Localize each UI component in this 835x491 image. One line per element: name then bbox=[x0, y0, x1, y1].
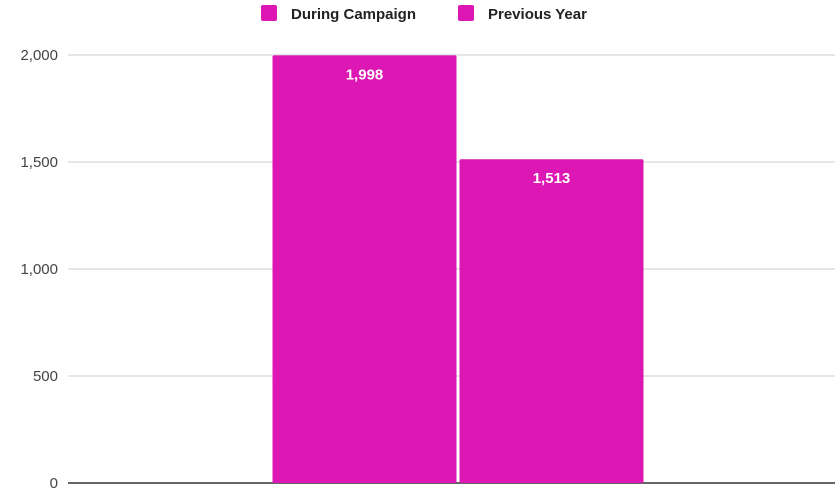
bar-data-label: 1,998 bbox=[346, 66, 384, 83]
y-tick-label: 500 bbox=[33, 368, 58, 385]
y-tick-label: 2,000 bbox=[20, 47, 58, 64]
legend-label: Previous Year bbox=[488, 6, 587, 23]
bar-1 bbox=[459, 159, 644, 483]
y-tick-label: 1,500 bbox=[20, 154, 58, 171]
bar-0 bbox=[272, 55, 457, 483]
legend: During Campaign Previous Year bbox=[261, 5, 587, 23]
bar-data-label: 1,513 bbox=[533, 170, 571, 187]
y-tick-label: 1,000 bbox=[20, 261, 58, 278]
bars bbox=[272, 55, 644, 483]
legend-label: During Campaign bbox=[291, 6, 416, 23]
legend-swatch bbox=[458, 5, 474, 21]
bar-data-labels: 1,998 1,513 bbox=[346, 66, 571, 187]
legend-swatch bbox=[261, 5, 277, 21]
y-axis-ticks: 0 500 1,000 1,500 2,000 bbox=[20, 47, 58, 491]
y-tick-label: 0 bbox=[50, 475, 58, 491]
